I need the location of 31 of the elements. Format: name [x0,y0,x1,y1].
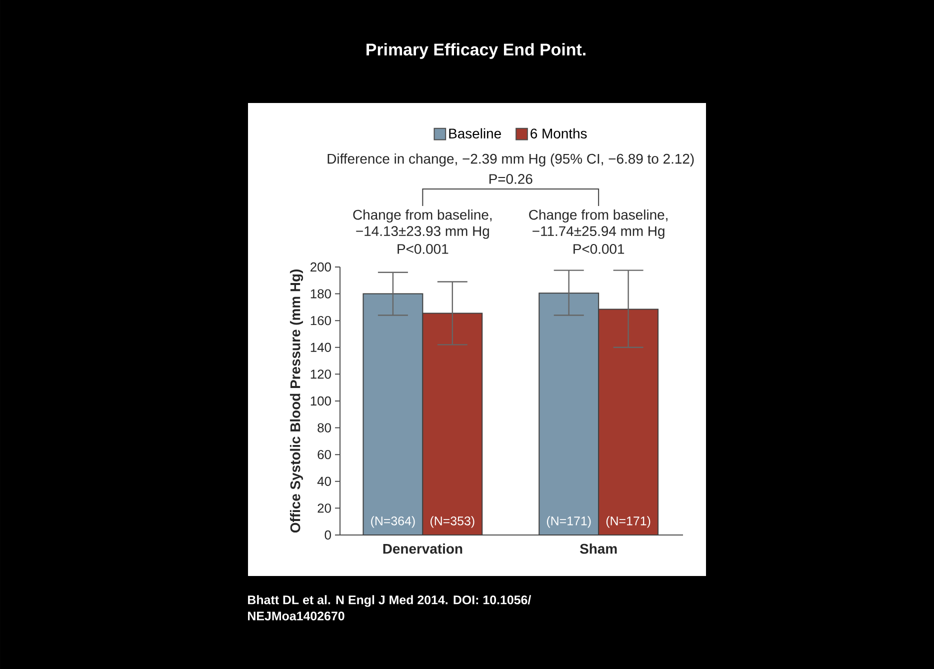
text: −14.13±23.93 mm Hg [356,226,489,239]
legend-label: 6 Months [530,128,587,139]
text: −11.74±25.94 mm Hg [532,226,664,239]
annotation: (N=171) [606,516,650,528]
y-tick-label: 200 [310,262,331,272]
text: P<0.001 [574,244,624,254]
y-tick-label: 120 [310,370,331,379]
text: Difference in change, −2.39 mm Hg (95% CI, −6.89 to 2.12) [328,153,694,166]
y-tick-label: 100 [310,396,331,406]
y-tick-label: 180 [310,289,331,298]
y-tick-label: 20 [318,504,331,513]
text: P=0.26 [489,174,532,184]
annotation: (N=171) [546,516,591,528]
text: Change from baseline, [529,209,668,222]
y-tick-label: 160 [310,316,331,326]
text: Change from baseline, [353,209,492,222]
x-tick-label: Sham [580,544,617,554]
annotation: (N=364) [371,516,415,528]
legend-label: Baseline [449,128,501,139]
y-tick-label: 140 [310,342,331,352]
annotation: (N=353) [430,516,474,528]
text: P<0.001 [398,244,448,254]
y-axis-title: Office Systolic Blood Pressure (mm Hg) [290,270,304,533]
x-tick-label: Denervation [383,544,462,554]
text: NEJMoa1402670 [248,612,344,620]
y-tick-label: 80 [318,423,331,432]
y-tick-label: 40 [317,476,331,486]
y-tick-label: 60 [318,450,331,460]
chart-title: Primary Efficacy End Point. [366,43,586,59]
text: Bhatt DL et al. N Engl J Med 2014. DOI: 10.1056/ [248,595,532,607]
y-tick-label: 0 [324,530,331,540]
